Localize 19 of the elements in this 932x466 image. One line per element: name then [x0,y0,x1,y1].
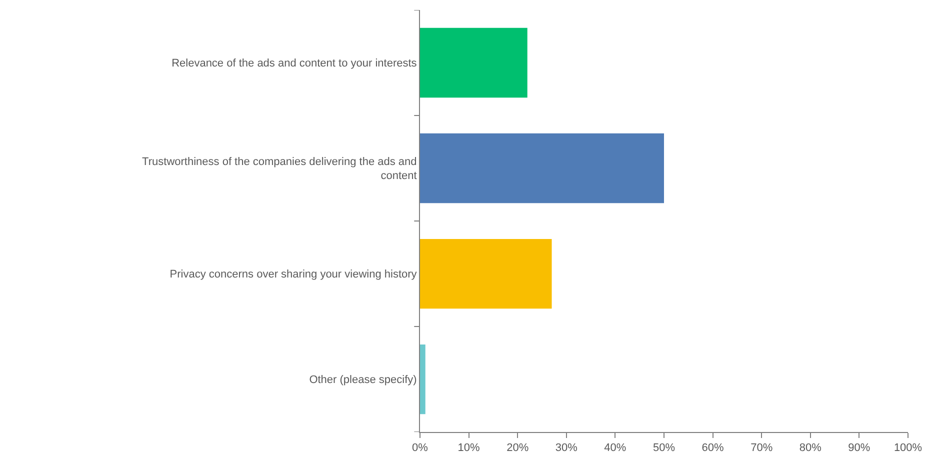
x-tick-label: 90% [848,442,870,454]
bar [420,28,528,98]
y-tick-label: Relevance of the ads and content to your interests [172,58,418,70]
x-tick-label: 80% [799,442,822,454]
x-tick-label: 30% [555,442,578,454]
x-tick-label: 70% [750,442,773,454]
y-tick-label: Other (please specify) [309,374,417,386]
bar [420,133,664,204]
bar [420,344,426,414]
x-tick-label: 0% [412,442,428,454]
x-tick-label: 20% [506,442,529,454]
x-tick-label: 40% [604,442,626,454]
y-tick-label: Trustworthiness of the companies delivering the ads and content [142,156,417,182]
x-tick-label: 50% [652,442,676,454]
bar [420,238,552,309]
y-tick-label: Privacy concerns over sharing your viewing history [170,268,418,281]
x-tick-label: 10% [458,442,480,454]
x-tick-label: 100% [894,442,922,454]
x-tick-label: 60% [702,442,724,454]
